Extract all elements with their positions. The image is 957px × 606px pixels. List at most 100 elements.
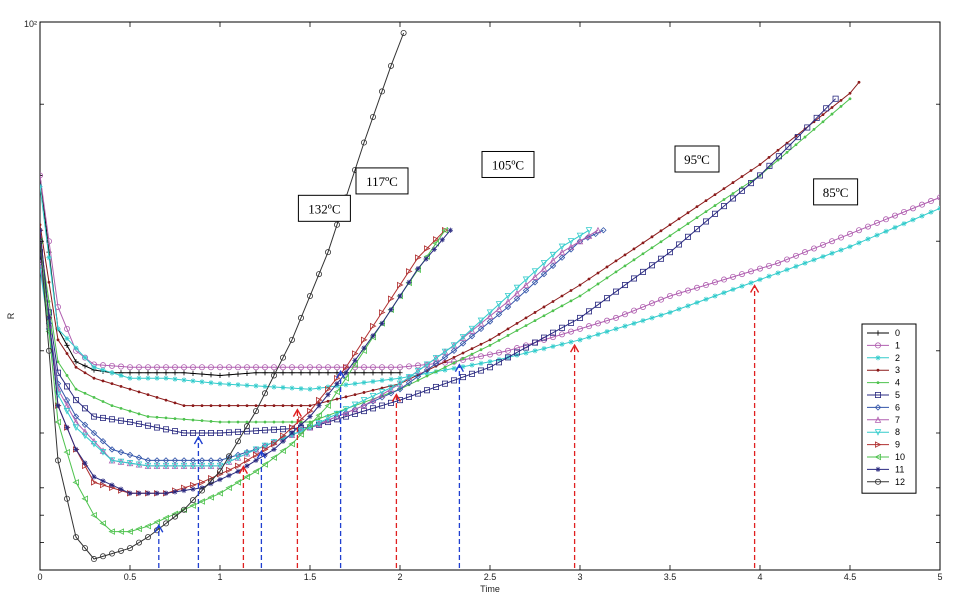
- data-point: [352, 370, 358, 376]
- data-point: [191, 418, 195, 422]
- data-point: [784, 267, 790, 273]
- legend-entry-12: 12: [867, 477, 905, 487]
- data-point: [254, 404, 258, 407]
- data-point: [135, 454, 143, 461]
- data-point: [432, 236, 440, 243]
- data-point: [289, 385, 295, 391]
- data-point: [99, 520, 106, 527]
- data-point: [396, 385, 404, 393]
- data-point: [153, 364, 160, 371]
- data-point: [668, 223, 672, 227]
- legend-label: 12: [895, 477, 905, 487]
- data-point: [578, 294, 582, 298]
- data-point: [126, 451, 134, 459]
- data-point: [640, 318, 646, 324]
- data-point: [306, 364, 313, 371]
- x-tick-label: 3.5: [664, 572, 677, 582]
- data-point: [190, 486, 196, 492]
- data-point: [371, 388, 375, 392]
- data-point: [623, 264, 627, 268]
- data-point: [252, 427, 259, 434]
- data-point: [73, 446, 79, 453]
- data-point: [585, 227, 593, 234]
- data-point: [217, 476, 223, 483]
- data-point: [523, 344, 530, 351]
- data-point: [272, 420, 276, 424]
- data-point: [110, 382, 114, 386]
- data-point: [560, 294, 564, 298]
- data-point: [307, 386, 313, 392]
- annotations: 132ºC 117ºC 105ºC 95ºC 85ºC: [297, 145, 859, 222]
- data-point: [685, 303, 691, 309]
- data-point: [883, 228, 889, 234]
- arrow-marker-red-2: [391, 393, 402, 568]
- data-point: [748, 180, 755, 187]
- data-point: [396, 380, 404, 388]
- data-point: [739, 283, 745, 289]
- data-point: [387, 390, 395, 397]
- data-point: [704, 199, 708, 203]
- data-point: [226, 372, 232, 378]
- data-point: [523, 350, 529, 356]
- legend-marker: [875, 342, 882, 349]
- data-point: [587, 288, 591, 292]
- data-point: [289, 370, 295, 376]
- data-point: [325, 384, 331, 390]
- data-point: [271, 446, 277, 453]
- data-point: [40, 172, 43, 179]
- data-point: [811, 245, 818, 252]
- plot-area: [39, 21, 941, 571]
- annotation-box: [355, 167, 409, 195]
- data-point: [804, 124, 811, 131]
- data-point: [180, 506, 187, 513]
- arrow-head: [154, 523, 164, 533]
- data-point: [163, 375, 169, 381]
- data-point: [315, 411, 323, 419]
- data-point: [775, 270, 781, 276]
- data-point: [216, 462, 224, 470]
- data-point: [181, 487, 187, 494]
- data-point: [397, 370, 403, 376]
- data-point: [722, 198, 726, 201]
- legend-entry-5: 5: [867, 390, 900, 400]
- data-point: [387, 62, 394, 69]
- data-point: [181, 377, 187, 383]
- arrow-marker-red-1: [292, 408, 303, 568]
- data-point: [110, 404, 114, 407]
- data-point: [641, 241, 645, 245]
- data-point: [595, 320, 602, 327]
- data-point: [560, 304, 564, 308]
- data-point: [443, 360, 447, 364]
- data-point: [127, 375, 133, 381]
- data-point: [90, 440, 98, 448]
- data-point: [92, 376, 96, 380]
- data-point: [414, 254, 422, 261]
- data-point: [117, 458, 125, 466]
- data-point: [468, 325, 476, 333]
- data-point: [190, 370, 196, 377]
- axes: 0 0.5 1 1.5 2 2.5 3 3.5 4 4.5 5 10² Time R: [6, 19, 943, 594]
- data-point: [171, 513, 178, 520]
- data-point: [351, 405, 359, 413]
- data-point: [281, 404, 285, 407]
- data-point: [190, 378, 196, 384]
- data-point: [146, 415, 150, 418]
- data-point: [82, 355, 88, 361]
- data-point: [236, 404, 240, 407]
- data-point: [686, 222, 690, 226]
- data-point: [379, 377, 385, 383]
- data-point: [540, 270, 548, 278]
- annotation-label: 95ºC: [684, 152, 710, 167]
- data-point: [676, 241, 683, 248]
- legend-label: 8: [895, 427, 900, 437]
- data-point: [659, 229, 663, 233]
- data-point: [100, 481, 107, 489]
- data-point: [586, 334, 592, 340]
- data-point: [252, 408, 259, 415]
- legend-entry-11: 11: [867, 464, 904, 474]
- legend-label: 11: [895, 464, 904, 474]
- data-point: [400, 29, 407, 36]
- data-point: [362, 391, 366, 394]
- data-point: [351, 410, 358, 417]
